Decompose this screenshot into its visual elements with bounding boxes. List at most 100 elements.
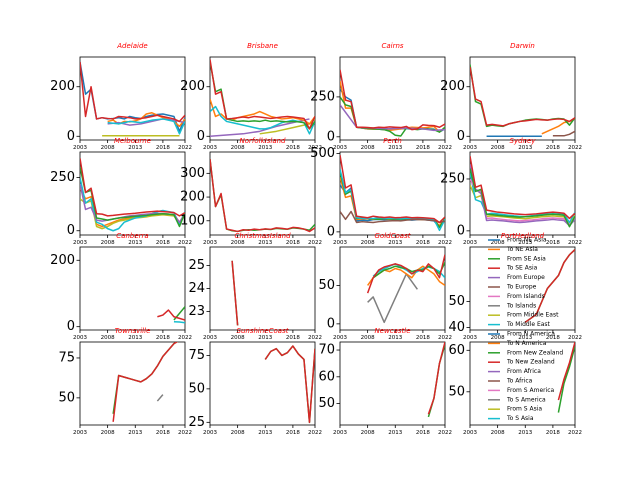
x-tick-label: 2008 — [361, 335, 375, 341]
legend-entry: To SE Asia — [488, 265, 538, 272]
panel-title: SunshineCoast — [237, 327, 289, 335]
series-group — [80, 61, 185, 137]
series-group — [366, 254, 445, 324]
panel-title: NorfolkIsland — [240, 137, 287, 145]
x-tick-label: 2013 — [388, 240, 402, 246]
panel-title: Sydney — [510, 137, 537, 145]
x-tick-label: 2008 — [101, 240, 115, 246]
legend-label: From S America — [507, 387, 555, 394]
panel-8: Sydney 0 250 2003 2008 2013 2018 2022 — [440, 137, 582, 246]
panel-frame — [469, 56, 576, 141]
series-line — [107, 118, 185, 135]
y-tick-label: 0 — [327, 316, 335, 331]
panel-13: Townsville 50 75 2003 2008 2013 2018 2022 — [58, 327, 192, 436]
x-tick-label: 2018 — [546, 240, 560, 246]
series-line — [470, 184, 575, 226]
y-tick-label: 25 — [188, 258, 205, 273]
series-line — [156, 394, 164, 402]
legend-label: To S Asia — [506, 415, 534, 422]
legend-label: To Islands — [506, 302, 536, 309]
legend-entry: From Africa — [488, 368, 541, 375]
series-line — [80, 158, 185, 217]
legend-entry: To Europe — [488, 284, 537, 291]
legend-entry: To Middle East — [488, 321, 551, 328]
x-tick-label: 2022 — [568, 335, 582, 341]
x-tick-label: 2008 — [491, 430, 505, 436]
series-line — [557, 345, 575, 413]
series-group — [157, 306, 185, 324]
y-tick-label: 200 — [50, 253, 75, 268]
x-tick-label: 2008 — [491, 240, 505, 246]
series-group — [557, 342, 575, 413]
legend-label: From Europe — [507, 274, 545, 281]
x-tick-label: 2022 — [568, 240, 582, 246]
x-tick-label: 2022 — [438, 145, 452, 151]
series-line — [157, 309, 185, 321]
x-tick-label: 2003 — [463, 430, 477, 436]
legend-label: To New Zealand — [506, 359, 555, 366]
series-group — [524, 249, 575, 323]
series-group — [112, 342, 179, 422]
x-tick-label: 2022 — [308, 335, 322, 341]
series-group — [427, 342, 445, 418]
series-line — [552, 130, 575, 137]
y-tick-label: 60 — [448, 343, 465, 358]
series-group — [340, 69, 445, 137]
y-tick-label: 0 — [327, 224, 335, 239]
panel-2: Brisbane 0 200 2003 2008 2013 2018 2022 — [180, 42, 322, 151]
x-tick-label: 2008 — [361, 430, 375, 436]
legend: From NE Asia To NE Asia From SE Asia To SE … — [488, 237, 563, 422]
legend-label: From Africa — [507, 368, 541, 375]
x-tick-label: 2022 — [438, 430, 452, 436]
y-tick-label: 25 — [188, 415, 205, 430]
series-group — [470, 64, 575, 138]
y-tick-label: 0 — [197, 129, 205, 144]
x-tick-label: 2018 — [286, 430, 300, 436]
legend-label: From N America — [507, 331, 555, 338]
panel-title: GoldCoast — [375, 232, 411, 240]
panel-title: ChristmasIsland — [234, 232, 291, 240]
x-tick-label: 2022 — [438, 240, 452, 246]
x-tick-label: 2003 — [73, 335, 87, 341]
y-tick-label: 0 — [67, 223, 75, 238]
panel-title: Newcastle — [374, 327, 410, 335]
legend-entry: To NE Asia — [488, 246, 538, 253]
x-tick-label: 2022 — [178, 335, 192, 341]
series-group — [264, 345, 315, 424]
series-group — [80, 158, 185, 232]
panel-title: Melbourne — [114, 137, 151, 145]
x-tick-label: 2003 — [203, 240, 217, 246]
x-tick-label: 2018 — [156, 430, 170, 436]
x-tick-label: 2003 — [333, 335, 347, 341]
panel-frame — [339, 246, 446, 331]
y-tick-label: 250 — [310, 89, 335, 104]
legend-entry: From N America — [488, 331, 555, 338]
legend-entry: From Middle East — [488, 312, 559, 319]
series-group — [470, 156, 575, 228]
panel-frame — [79, 56, 186, 141]
series-line — [470, 168, 575, 228]
legend-label: To N America — [506, 340, 547, 347]
series-line — [210, 118, 310, 138]
legend-entry: To S Asia — [488, 415, 534, 422]
x-tick-label: 2003 — [333, 145, 347, 151]
series-line — [340, 210, 445, 224]
panel-title: PortHedland — [501, 232, 545, 240]
legend-entry: From New Zealand — [488, 349, 563, 356]
series-line — [557, 342, 575, 401]
series-group — [340, 155, 445, 232]
x-tick-label: 2008 — [101, 145, 115, 151]
legend-entry: To Islands — [488, 302, 536, 309]
x-tick-label: 2018 — [416, 145, 430, 151]
x-tick-label: 2008 — [101, 335, 115, 341]
x-tick-label: 2018 — [286, 240, 300, 246]
panel-frame — [209, 246, 316, 331]
panel-11: GoldCoast 0 50 2003 2008 2013 2018 2022 — [318, 232, 452, 341]
y-tick-label: 0 — [67, 319, 75, 334]
legend-label: To SE Asia — [506, 265, 538, 272]
y-tick-label: 70 — [318, 343, 335, 358]
legend-entry: To Africa — [488, 378, 533, 385]
x-tick-label: 2003 — [463, 335, 477, 341]
